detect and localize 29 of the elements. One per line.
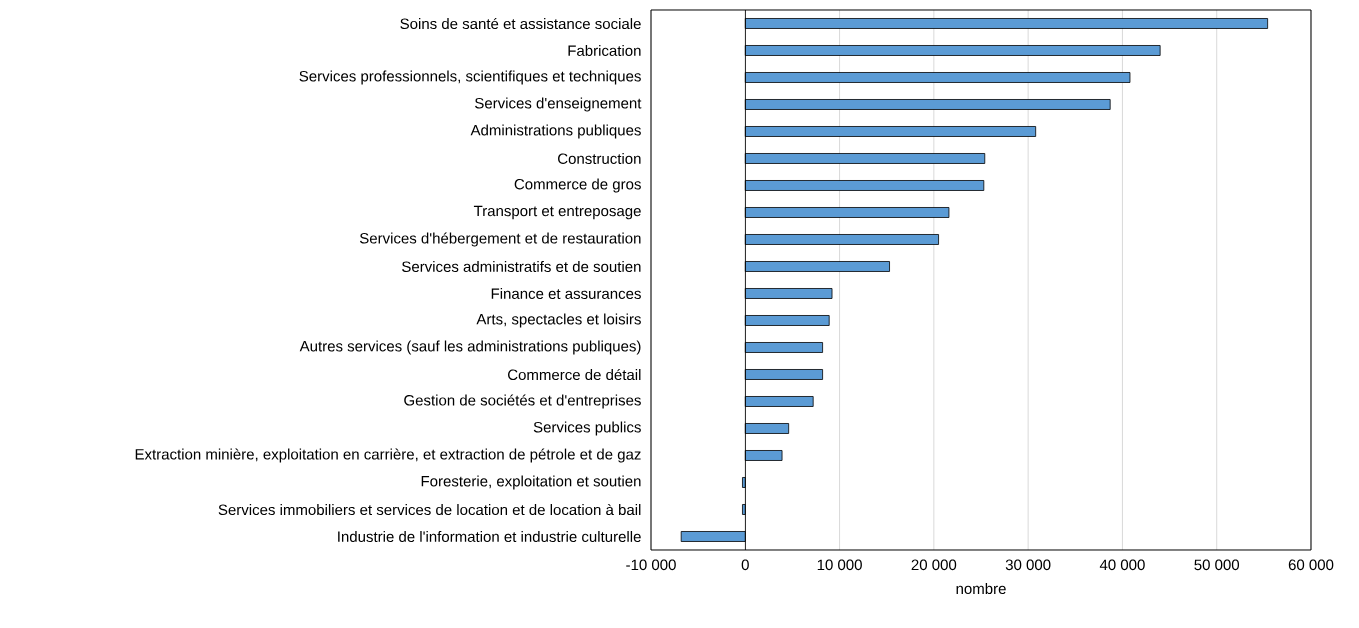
x-tick-label: 20 000: [911, 559, 957, 571]
y-tick-label: Transport et entreposage: [473, 205, 641, 220]
y-tick-label: Commerce de détail: [508, 368, 641, 381]
y-tick-label: Construction: [558, 152, 641, 164]
x-tick-label: -10 000: [626, 559, 676, 571]
y-tick-label: Administrations publiques: [470, 124, 641, 139]
y-tick-label: Services d'hébergement et de restauration: [359, 232, 641, 247]
y-tick-label: Gestion de sociétés et d'entreprises: [404, 394, 641, 409]
x-tick-label: 40 000: [1099, 559, 1145, 571]
y-tick-label: Fabrication: [568, 44, 641, 56]
y-tick-label: Autres services (sauf les administrations publiques): [299, 340, 641, 355]
x-tick-label: 30 000: [1005, 559, 1051, 571]
x-tick-label: 50 000: [1194, 559, 1240, 571]
y-tick-label: Services professionnels, scientifiques et techniques: [299, 70, 641, 85]
y-tick-label: Services publics: [533, 421, 641, 436]
x-tick-label: 10 000: [817, 559, 862, 571]
y-tick-label: Services d'enseignement: [475, 97, 642, 112]
y-tick-label: Services administratifs et de soutien: [402, 260, 641, 272]
y-tick-label: Services immobiliers et services de location et de location à bail: [218, 503, 641, 516]
x-tick-label: 0: [741, 559, 749, 571]
y-tick-label: Arts, spectacles et loisirs: [476, 313, 641, 328]
x-tick-label: 60 000: [1288, 559, 1334, 571]
y-tick-label: Industrie de l'information et industrie culturelle: [338, 530, 641, 542]
y-tick-label: Soins de santé et assistance sociale: [400, 17, 641, 30]
y-tick-label: Extraction minière, exploitation en carrière, et extraction de pétrole et de gaz: [135, 448, 641, 463]
y-tick-label: Commerce de gros: [514, 178, 641, 193]
x-axis-title: nombre: [956, 583, 1006, 595]
y-tick-label: Foresterie, exploitation et soutien: [421, 475, 641, 490]
y-tick-label: Finance et assurances: [491, 287, 641, 299]
